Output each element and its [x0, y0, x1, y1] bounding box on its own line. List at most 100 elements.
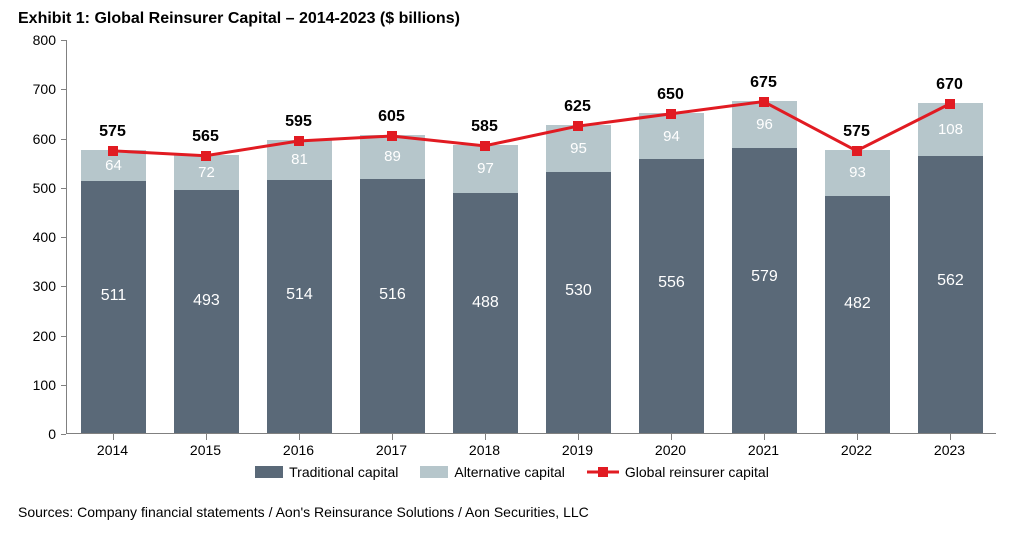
bar-traditional: 579 [732, 148, 797, 433]
x-tick [950, 434, 951, 440]
total-label: 675 [750, 74, 777, 92]
bar-alternative-value: 108 [918, 121, 983, 138]
x-tick [485, 434, 486, 440]
legend-label: Alternative capital [454, 464, 565, 480]
y-tick-label: 200 [18, 328, 56, 344]
x-tick-label: 2016 [283, 442, 314, 458]
total-marker [294, 136, 304, 146]
bar-traditional-value: 493 [174, 292, 239, 310]
legend-swatch [420, 466, 448, 478]
bar-alternative-value: 94 [639, 128, 704, 145]
legend-swatch-line [587, 466, 619, 478]
y-tick [61, 237, 66, 238]
legend-label: Traditional capital [289, 464, 398, 480]
bar-alternative-value: 81 [267, 151, 332, 168]
y-tick-label: 500 [18, 180, 56, 196]
total-marker [945, 99, 955, 109]
bar-alternative-value: 97 [453, 160, 518, 177]
bar-traditional-value: 514 [267, 286, 332, 304]
total-label: 575 [99, 123, 126, 141]
total-marker [759, 97, 769, 107]
y-tick-label: 700 [18, 81, 56, 97]
bar-alternative: 96 [732, 101, 797, 148]
y-tick [61, 286, 66, 287]
total-label: 575 [843, 123, 870, 141]
bar-traditional-value: 562 [918, 272, 983, 290]
bar-alternative: 95 [546, 125, 611, 172]
bar-alternative-value: 96 [732, 116, 797, 133]
bar-traditional-value: 516 [360, 286, 425, 304]
total-marker [387, 131, 397, 141]
x-tick [299, 434, 300, 440]
bar-traditional: 530 [546, 172, 611, 433]
x-tick-label: 2023 [934, 442, 965, 458]
bar-traditional-value: 579 [732, 268, 797, 286]
x-tick [578, 434, 579, 440]
total-label: 565 [192, 128, 219, 146]
y-tick-label: 100 [18, 377, 56, 393]
y-tick-label: 300 [18, 278, 56, 294]
x-tick [857, 434, 858, 440]
bar-traditional: 556 [639, 159, 704, 433]
bar-traditional-value: 488 [453, 294, 518, 312]
bar-traditional-value: 511 [81, 287, 146, 305]
total-label: 585 [471, 118, 498, 136]
bar-traditional: 482 [825, 196, 890, 433]
x-tick-label: 2019 [562, 442, 593, 458]
plot-area: 511 64 493 72 514 81 516 89 488 97 530 95 556 94 579 96… [66, 40, 996, 434]
y-tick-label: 0 [18, 426, 56, 442]
x-tick-label: 2014 [97, 442, 128, 458]
bar-alternative: 97 [453, 145, 518, 193]
x-tick [392, 434, 393, 440]
bar-alternative: 93 [825, 150, 890, 196]
total-marker [480, 141, 490, 151]
bar-traditional: 511 [81, 181, 146, 433]
x-tick-label: 2020 [655, 442, 686, 458]
bar-alternative: 94 [639, 113, 704, 159]
total-marker [108, 146, 118, 156]
total-label: 605 [378, 108, 405, 126]
bar-alternative-value: 72 [174, 164, 239, 181]
bar-traditional: 514 [267, 180, 332, 433]
bar-alternative: 89 [360, 135, 425, 179]
legend-label: Global reinsurer capital [625, 464, 769, 480]
x-tick-label: 2021 [748, 442, 779, 458]
y-tick [61, 188, 66, 189]
total-label: 625 [564, 98, 591, 116]
bar-traditional: 493 [174, 190, 239, 433]
x-tick [206, 434, 207, 440]
bar-traditional: 516 [360, 179, 425, 433]
x-tick-label: 2022 [841, 442, 872, 458]
x-tick [764, 434, 765, 440]
total-marker [573, 121, 583, 131]
y-tick [61, 434, 66, 435]
legend-item-traditional: Traditional capital [255, 464, 398, 480]
total-label: 595 [285, 113, 312, 131]
y-tick [61, 336, 66, 337]
legend-item-total: Global reinsurer capital [587, 464, 769, 480]
bar-alternative-value: 93 [825, 164, 890, 181]
y-tick [61, 89, 66, 90]
sources-text: Sources: Company financial statements / … [18, 504, 589, 520]
legend: Traditional capital Alternative capital Gl… [18, 464, 1006, 480]
x-tick [671, 434, 672, 440]
chart-title: Exhibit 1: Global Reinsurer Capital – 20… [18, 10, 1006, 28]
x-tick-label: 2018 [469, 442, 500, 458]
total-label: 650 [657, 86, 684, 104]
bar-traditional-value: 530 [546, 282, 611, 300]
bar-traditional-value: 482 [825, 295, 890, 313]
y-tick [61, 139, 66, 140]
bar-traditional-value: 556 [639, 274, 704, 292]
total-marker [201, 151, 211, 161]
bar-alternative-value: 89 [360, 148, 425, 165]
bar-traditional: 488 [453, 193, 518, 433]
x-tick-label: 2017 [376, 442, 407, 458]
chart: 511 64 493 72 514 81 516 89 488 97 530 95 556 94 579 96… [18, 34, 1006, 464]
legend-swatch [255, 466, 283, 478]
bar-traditional: 562 [918, 156, 983, 433]
bar-alternative: 108 [918, 103, 983, 156]
total-marker [666, 109, 676, 119]
total-label: 670 [936, 76, 963, 94]
bar-alternative-value: 64 [81, 157, 146, 174]
chart-container: 511 64 493 72 514 81 516 89 488 97 530 95 556 94 579 96… [18, 34, 1006, 464]
